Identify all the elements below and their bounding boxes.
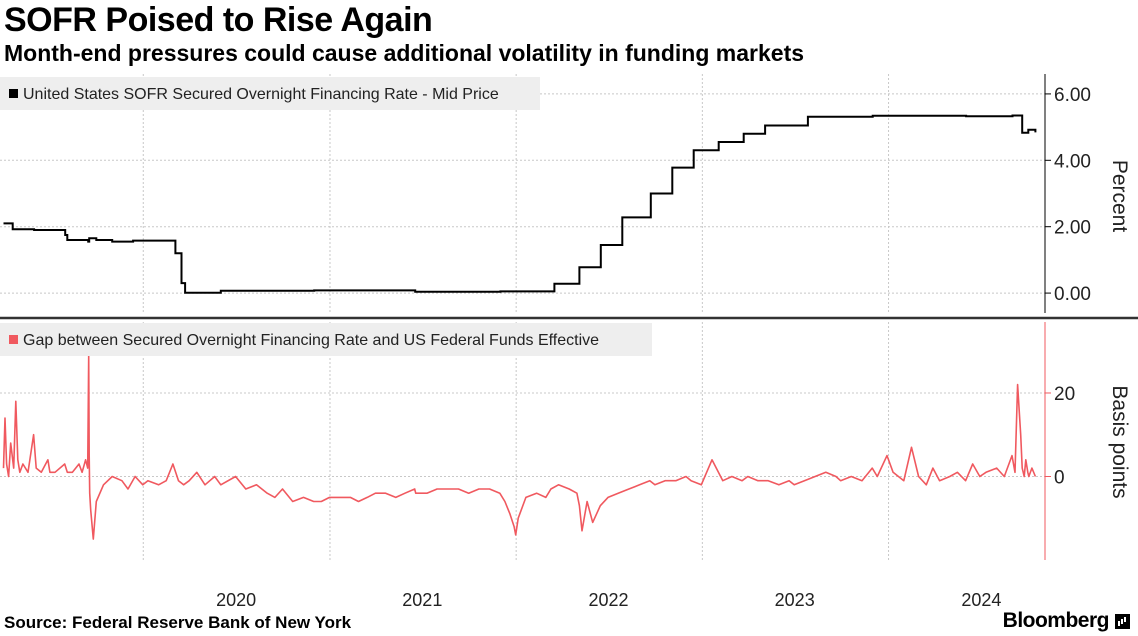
sofr-legend-label: United States SOFR Secured Overnight Fin… — [23, 86, 499, 103]
gap-series-line — [2, 354, 1037, 540]
gap-legend-swatch — [9, 335, 18, 344]
brand-name: Bloomberg — [1002, 609, 1110, 632]
top-y-tick-label-0: 6.00 — [1054, 85, 1091, 106]
top-y-tick-label-1: 4.00 — [1054, 151, 1091, 172]
bottom-y-tick-label-0: 20 — [1054, 384, 1075, 405]
bottom-gridlines — [0, 322, 1045, 560]
bottom-panel: 20 0 Gap between Secured Overnight Financ… — [0, 322, 1131, 560]
chart-subtitle: Month-end pressures could cause addition… — [4, 40, 805, 66]
bottom-y-axis-label: Basis points — [1108, 385, 1131, 498]
bottom-legend-box — [0, 323, 652, 356]
gap-legend-label: Gap between Secured Overnight Financing … — [23, 332, 599, 349]
top-panel: 6.00 4.00 2.00 0.00 United States SOFR Secu… — [0, 74, 1131, 313]
x-tick-label-2021: 2021 — [402, 590, 442, 606]
top-legend-box — [0, 77, 540, 110]
chart-canvas: 6.00 4.00 2.00 0.00 United States SOFR Secu… — [0, 74, 1138, 606]
x-axis-labels: 2020 2021 2022 2023 2024 — [216, 590, 1001, 606]
x-tick-label-2022: 2022 — [588, 590, 628, 606]
sofr-series-line — [3, 114, 1037, 294]
x-tick-label-2020: 2020 — [216, 590, 256, 606]
sofr-legend-swatch — [9, 89, 18, 98]
x-tick-label-2024: 2024 — [961, 590, 1001, 606]
bottom-y-tick-label-1: 0 — [1054, 467, 1065, 488]
top-y-tick-label-2: 2.00 — [1054, 218, 1091, 239]
source-note: Source: Federal Reserve Bank of New York — [4, 613, 352, 632]
bottom-y-ticks: 20 0 — [1045, 384, 1075, 488]
top-y-tick-label-3: 0.00 — [1054, 284, 1091, 305]
top-y-ticks: 6.00 4.00 2.00 0.00 — [1045, 85, 1091, 305]
chart-title: SOFR Poised to Rise Again — [4, 1, 433, 39]
bloomberg-terminal-icon — [1115, 613, 1130, 629]
bloomberg-logo: Bloomberg — [1003, 609, 1130, 633]
top-y-axis-label: Percent — [1108, 160, 1131, 233]
x-tick-label-2023: 2023 — [775, 590, 815, 606]
